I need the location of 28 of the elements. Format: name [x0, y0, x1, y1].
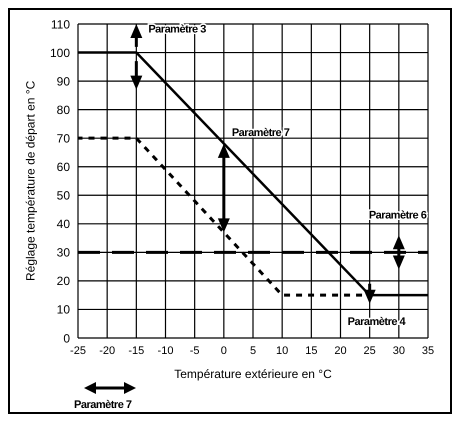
- x-tick-label: -15: [128, 344, 144, 357]
- y-tick-label: 80: [56, 102, 70, 117]
- y-tick-label: 70: [56, 131, 70, 146]
- x-tick-label: 30: [392, 344, 405, 357]
- y-tick-label: 100: [50, 46, 70, 60]
- x-tick-label: 10: [276, 344, 288, 357]
- y-tick-label: 50: [56, 188, 70, 203]
- x-tick-label: -10: [158, 344, 174, 357]
- y-tick-label: 60: [56, 160, 70, 174]
- x-axis-title: Température extérieure en °C: [174, 367, 332, 381]
- x-tick-label: 25: [364, 344, 376, 357]
- x-tick-label: -25: [70, 344, 86, 357]
- y-tick-label: 110: [50, 17, 70, 32]
- x-tick-label: 5: [250, 344, 256, 357]
- x-tick-label: 20: [334, 344, 347, 357]
- y-tick-label: 0: [63, 331, 70, 346]
- x-tick-label: 15: [305, 344, 318, 357]
- x-tick-label: -5: [190, 344, 200, 357]
- y-tick-label: 90: [56, 74, 70, 88]
- y-axis-title: Réglage température de départ en °C: [23, 80, 38, 281]
- y-tick-label: 40: [56, 217, 70, 232]
- x-tick-label: -20: [99, 344, 116, 357]
- x-tick-label: 0: [220, 344, 227, 357]
- y-tick-label: 20: [56, 274, 70, 288]
- text: Paramètre 7: [74, 399, 132, 411]
- y-tick-label: 30: [56, 246, 70, 260]
- x-tick-label: 35: [422, 344, 434, 357]
- y-tick-label: 10: [56, 302, 70, 317]
